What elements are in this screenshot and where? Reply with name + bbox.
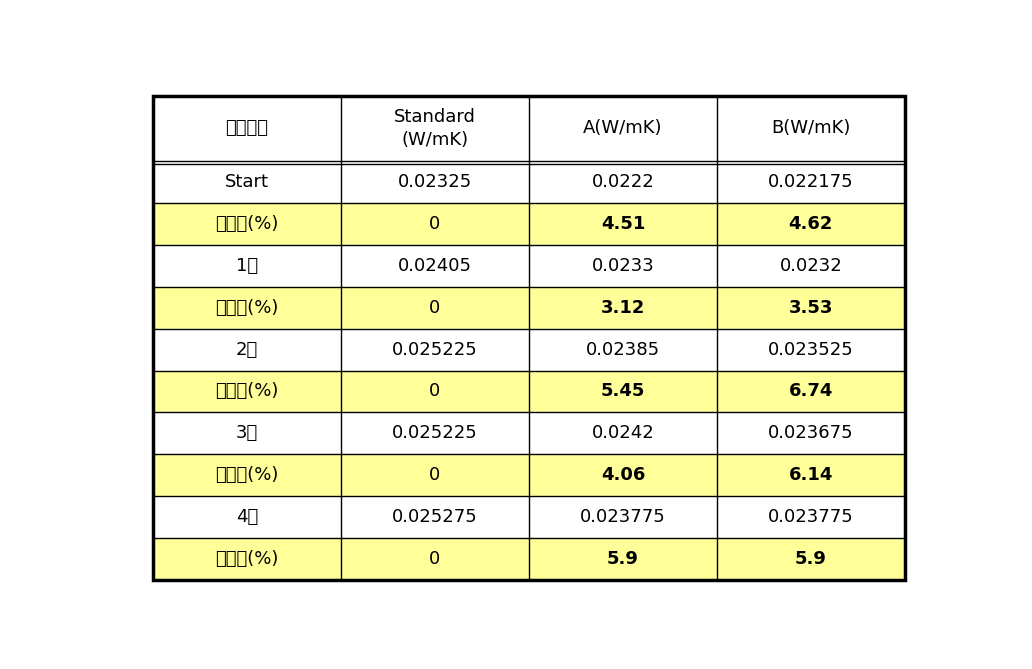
Text: 0.02405: 0.02405 <box>398 257 472 275</box>
Text: 시간경과: 시간경과 <box>225 120 268 137</box>
Bar <box>717 245 905 287</box>
Bar <box>529 161 717 203</box>
Text: 3.12: 3.12 <box>601 298 645 316</box>
Text: 감소율(%): 감소율(%) <box>216 550 279 568</box>
Text: 0.025225: 0.025225 <box>392 341 478 359</box>
Bar <box>341 538 528 580</box>
Text: 0.0232: 0.0232 <box>779 257 842 275</box>
Bar <box>341 287 528 328</box>
Text: B(W/mK): B(W/mK) <box>771 120 850 137</box>
Text: 감소율(%): 감소율(%) <box>216 298 279 316</box>
Text: 감소율(%): 감소율(%) <box>216 383 279 401</box>
Text: 0.023775: 0.023775 <box>768 508 853 526</box>
Text: 0.023675: 0.023675 <box>768 424 853 442</box>
Text: 2주: 2주 <box>236 341 258 359</box>
Bar <box>717 96 905 161</box>
Bar <box>717 371 905 412</box>
Text: 0.023525: 0.023525 <box>768 341 853 359</box>
Bar <box>529 371 717 412</box>
Text: 감소율(%): 감소율(%) <box>216 215 279 233</box>
Bar <box>529 245 717 287</box>
Bar <box>341 328 528 371</box>
Bar <box>529 203 717 245</box>
Bar <box>717 538 905 580</box>
Bar <box>717 161 905 203</box>
Bar <box>153 496 341 538</box>
Bar <box>341 96 528 161</box>
Text: 5.45: 5.45 <box>601 383 645 401</box>
Bar <box>153 96 341 161</box>
Text: A(W/mK): A(W/mK) <box>583 120 663 137</box>
Text: 3주: 3주 <box>236 424 258 442</box>
Text: 6.74: 6.74 <box>788 383 833 401</box>
Bar <box>341 454 528 496</box>
Bar <box>529 412 717 454</box>
Bar <box>529 496 717 538</box>
Bar <box>153 203 341 245</box>
Bar <box>153 454 341 496</box>
Text: Start: Start <box>225 173 269 191</box>
Text: 0.0233: 0.0233 <box>591 257 654 275</box>
Bar <box>717 287 905 328</box>
Bar <box>529 454 717 496</box>
Text: 0.025275: 0.025275 <box>392 508 478 526</box>
Text: 0.022175: 0.022175 <box>768 173 853 191</box>
Text: 0: 0 <box>429 383 441 401</box>
Bar <box>153 328 341 371</box>
Text: 0: 0 <box>429 466 441 484</box>
Text: 5.9: 5.9 <box>795 550 827 568</box>
Bar <box>341 496 528 538</box>
Bar <box>529 538 717 580</box>
Text: 6.14: 6.14 <box>788 466 833 484</box>
Text: 0: 0 <box>429 550 441 568</box>
Text: 5.9: 5.9 <box>607 550 639 568</box>
Text: 0: 0 <box>429 298 441 316</box>
Bar <box>717 328 905 371</box>
Bar <box>341 371 528 412</box>
Bar <box>717 454 905 496</box>
Bar <box>153 245 341 287</box>
Bar <box>153 538 341 580</box>
Text: 4.51: 4.51 <box>601 215 645 233</box>
Text: 0: 0 <box>429 215 441 233</box>
Bar <box>529 96 717 161</box>
Text: 0.025225: 0.025225 <box>392 424 478 442</box>
Bar <box>717 203 905 245</box>
Text: 감소율(%): 감소율(%) <box>216 466 279 484</box>
Text: 0.0222: 0.0222 <box>591 173 654 191</box>
Text: Standard
(W/mK): Standard (W/mK) <box>394 108 476 149</box>
Bar <box>341 203 528 245</box>
Bar <box>341 161 528 203</box>
Text: 4주: 4주 <box>236 508 258 526</box>
Bar <box>341 412 528 454</box>
Bar <box>529 287 717 328</box>
Bar <box>717 496 905 538</box>
Text: 1주: 1주 <box>236 257 258 275</box>
Text: 3.53: 3.53 <box>788 298 833 316</box>
Text: 0.02385: 0.02385 <box>586 341 659 359</box>
Text: 4.06: 4.06 <box>601 466 645 484</box>
Text: 0.02325: 0.02325 <box>397 173 472 191</box>
Bar <box>153 287 341 328</box>
Bar <box>153 371 341 412</box>
Bar <box>153 412 341 454</box>
Bar <box>717 412 905 454</box>
Bar <box>153 161 341 203</box>
Bar <box>341 245 528 287</box>
Bar <box>529 328 717 371</box>
Text: 0.023775: 0.023775 <box>580 508 666 526</box>
Text: 0.0242: 0.0242 <box>591 424 654 442</box>
Text: 4.62: 4.62 <box>788 215 833 233</box>
